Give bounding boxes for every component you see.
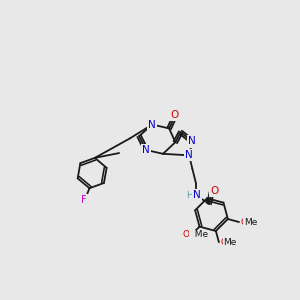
Text: H: H (186, 191, 193, 200)
Text: N: N (142, 145, 150, 155)
Text: O: O (211, 186, 219, 196)
Text: O: O (241, 218, 248, 226)
Text: O: O (220, 238, 227, 247)
Text: Me: Me (244, 218, 257, 226)
Text: N: N (188, 136, 196, 146)
Text: O: O (170, 110, 179, 120)
Text: N: N (193, 190, 201, 200)
Text: N: N (185, 150, 193, 160)
Text: Me: Me (189, 230, 208, 239)
Text: F: F (81, 195, 87, 205)
Text: N: N (148, 119, 156, 130)
Text: Me: Me (224, 238, 237, 247)
Text: O: O (182, 230, 189, 239)
